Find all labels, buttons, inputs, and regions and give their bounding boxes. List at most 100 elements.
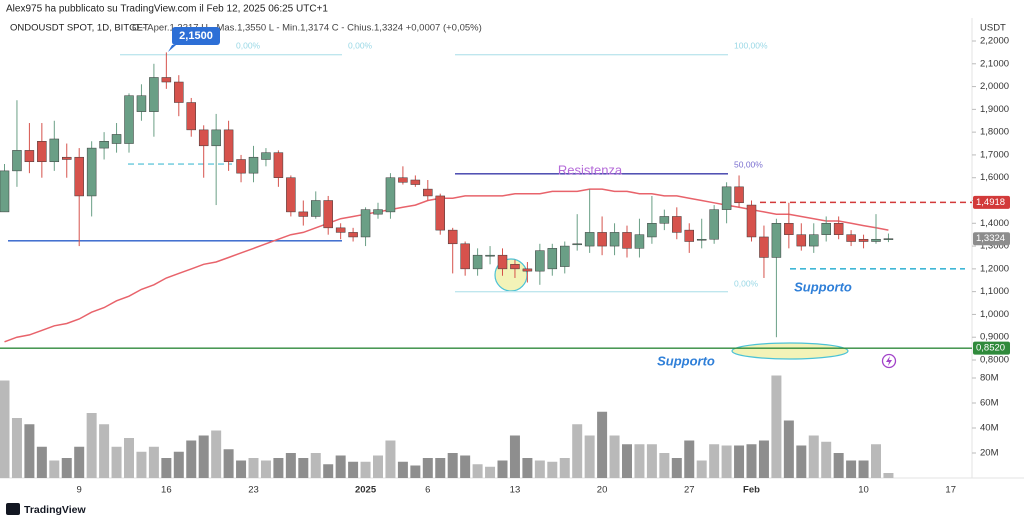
symbol-line: ONDOUSDT SPOT, 1D, BITGET	[10, 23, 149, 34]
x-tick-label: 23	[248, 485, 259, 496]
candle-body	[485, 254, 495, 257]
volume-bar	[61, 458, 72, 478]
candle-body	[460, 243, 470, 270]
candle-body	[99, 141, 109, 149]
annotation: 100,00%	[734, 40, 768, 50]
volume-bar	[248, 458, 259, 478]
x-tick-label: 10	[858, 485, 869, 496]
y-tick-label: 1,4000	[980, 218, 1009, 229]
price-tag	[973, 341, 1010, 355]
volume-bar	[385, 440, 396, 478]
y-tick-label: 2,1000	[980, 58, 1009, 69]
candle-body	[286, 177, 296, 213]
volume-bar	[447, 453, 458, 478]
volume-bar	[24, 424, 35, 478]
candle-body	[348, 232, 358, 238]
candle-body	[709, 209, 719, 240]
candle-body	[684, 229, 694, 242]
candle-body	[398, 177, 408, 183]
candle-body	[62, 156, 72, 160]
volume-bar	[211, 430, 222, 478]
volume-bar	[161, 458, 172, 478]
volume-tick-label: 40M	[980, 423, 999, 434]
price-tooltip	[172, 27, 220, 45]
x-tick-label: 2025	[355, 485, 377, 496]
annotation: Supporto	[794, 279, 852, 294]
volume-bar	[435, 458, 446, 478]
y-tick-label: 1,2000	[980, 263, 1009, 274]
volume-bar	[846, 460, 857, 478]
candle-body	[423, 188, 433, 197]
volume-bar	[74, 446, 85, 478]
hand-drawing	[731, 342, 849, 360]
volume-bar	[397, 461, 408, 478]
candle-body	[597, 232, 607, 247]
axis-unit: USDT	[980, 23, 1006, 34]
brand-name[interactable]: TradingView	[24, 504, 86, 516]
y-tick-label: 0,9000	[980, 332, 1009, 343]
candle-body	[858, 238, 869, 242]
alert-icon[interactable]	[881, 353, 897, 369]
annotation: 0,00%	[236, 40, 261, 50]
volume-bar	[111, 446, 122, 478]
candle-body	[360, 209, 371, 238]
volume-bar	[373, 455, 383, 478]
alert-icon	[886, 356, 892, 366]
volume-bar	[298, 458, 309, 478]
candle-body	[236, 159, 246, 174]
candle-body	[584, 232, 595, 247]
volume-bar	[0, 380, 10, 478]
x-tick-label: 9	[77, 485, 82, 496]
volume-bar	[696, 460, 707, 478]
candle-body	[37, 141, 47, 163]
volume-bar	[310, 453, 321, 478]
candle-body	[261, 152, 271, 160]
candle-body	[385, 177, 396, 213]
volume-bar	[758, 440, 769, 478]
candle-body	[12, 150, 22, 172]
candle-body	[634, 234, 645, 249]
volume-bar	[572, 424, 583, 478]
y-tick-label: 1,1000	[980, 286, 1009, 297]
ohlc-line: O - Aper.1,3317 H - Mas.1,3550 L - Min.1…	[132, 23, 482, 34]
candle-body	[497, 254, 508, 270]
y-tick-label: 2,2000	[980, 36, 1009, 47]
volume-tick-label: 20M	[980, 448, 999, 459]
candle-body	[311, 200, 321, 217]
candle-body	[124, 95, 134, 144]
price-tooltip	[168, 45, 176, 52]
y-tick-label: 0,8000	[980, 355, 1009, 366]
y-tick-label: 1,7000	[980, 149, 1009, 160]
candle-body	[435, 195, 445, 231]
x-tick-label: 6	[425, 485, 430, 496]
volume-bar	[634, 444, 645, 478]
volume-bar	[11, 418, 22, 478]
annotation: 0,00%	[734, 278, 759, 288]
volume-bar	[99, 424, 110, 478]
volume-bar	[584, 435, 595, 478]
price-tag	[973, 195, 1010, 209]
candle-body	[510, 264, 520, 270]
plot-area: 2,2000 2,1000 2,0000 1,9000 1,8000 1,7000 1,60…	[0, 27, 1010, 496]
volume-bar	[734, 445, 745, 478]
x-tick-label: 13	[510, 485, 521, 496]
candle-body	[659, 216, 670, 224]
candle-body	[535, 250, 545, 272]
candle-body	[522, 268, 533, 272]
y-tick-label: 1,6000	[980, 172, 1009, 183]
volume-bar	[559, 458, 570, 478]
volume-bar	[148, 446, 159, 478]
y-tick-label: 1,8000	[980, 127, 1009, 138]
candle-body	[547, 248, 558, 270]
annotation: Resistenza	[558, 162, 623, 177]
volume-bar	[609, 435, 620, 478]
candle-body	[821, 223, 831, 235]
moving-average	[4, 188, 889, 343]
price-tag-label: 1,3324	[976, 233, 1005, 244]
y-tick-label: 1,9000	[980, 104, 1009, 115]
volume-bar	[360, 461, 371, 478]
volume-bar	[422, 458, 433, 478]
volume-bar	[808, 435, 819, 478]
volume-bar	[783, 420, 794, 478]
volume-bar	[858, 460, 869, 478]
